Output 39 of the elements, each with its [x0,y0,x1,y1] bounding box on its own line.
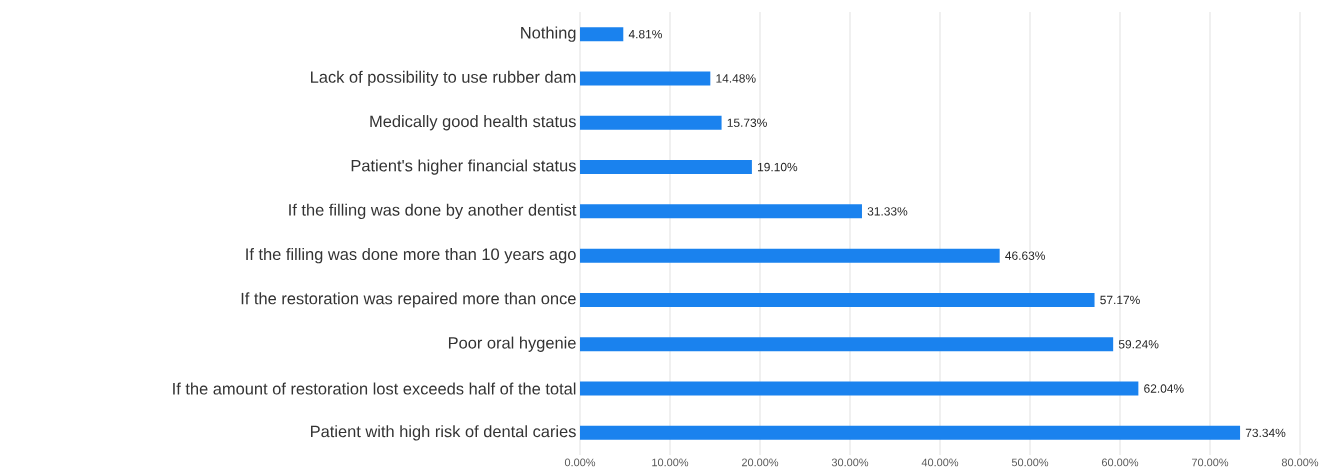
bar [580,204,862,219]
x-tick-label: 10.00% [652,458,689,467]
y-tick-label: If the amount of restoration lost exceeds half of the total [173,382,576,395]
bar [580,115,722,130]
x-tick-label: 80.00% [1281,458,1319,467]
bar [580,27,624,42]
bar [580,248,1000,263]
y-tick-label: Poor oral hygenie [448,336,576,352]
data-label: 19.10% [758,162,798,172]
data-label: 62.04% [1144,384,1184,393]
data-label: 57.17% [1100,295,1140,305]
data-label: 46.63% [1005,251,1045,260]
x-tick-label: 70.00% [1191,458,1229,467]
bar [580,71,711,86]
x-tick-label: 40.00% [921,458,959,467]
data-label: 15.73% [727,118,767,127]
data-label: 73.34% [1245,428,1286,438]
x-tick-label: 30.00% [831,458,869,467]
bar [580,337,1114,352]
y-tick-label: If the filling was done more than 10 years ago [246,248,576,264]
y-tick-label: Nothing [521,26,576,42]
bar [580,160,752,175]
x-tick-label: 0.00% [564,458,596,467]
y-tick-label: If the filling was done by another dentist [289,203,577,220]
y-tick-label: Patient's higher financial status [351,159,576,175]
data-label: 59.24% [1118,340,1159,349]
bar [580,425,1241,440]
x-tick-label: 50.00% [1011,458,1049,467]
y-tick-label: Lack of possibility to use rubber dam [311,70,576,87]
data-label: 14.48% [716,74,756,83]
data-label: 4.81% [628,29,662,39]
y-tick-label: Medically good health status [370,115,576,131]
y-tick-label: If the restoration was repaired more than once [241,292,576,308]
x-tick-label: 60.00% [1101,458,1139,467]
data-label: 31.33% [867,207,908,216]
y-tick-label: Patient with high risk of dental caries [311,425,576,441]
bar [580,292,1095,307]
bar [580,381,1139,396]
x-tick-label: 20.00% [741,458,779,467]
